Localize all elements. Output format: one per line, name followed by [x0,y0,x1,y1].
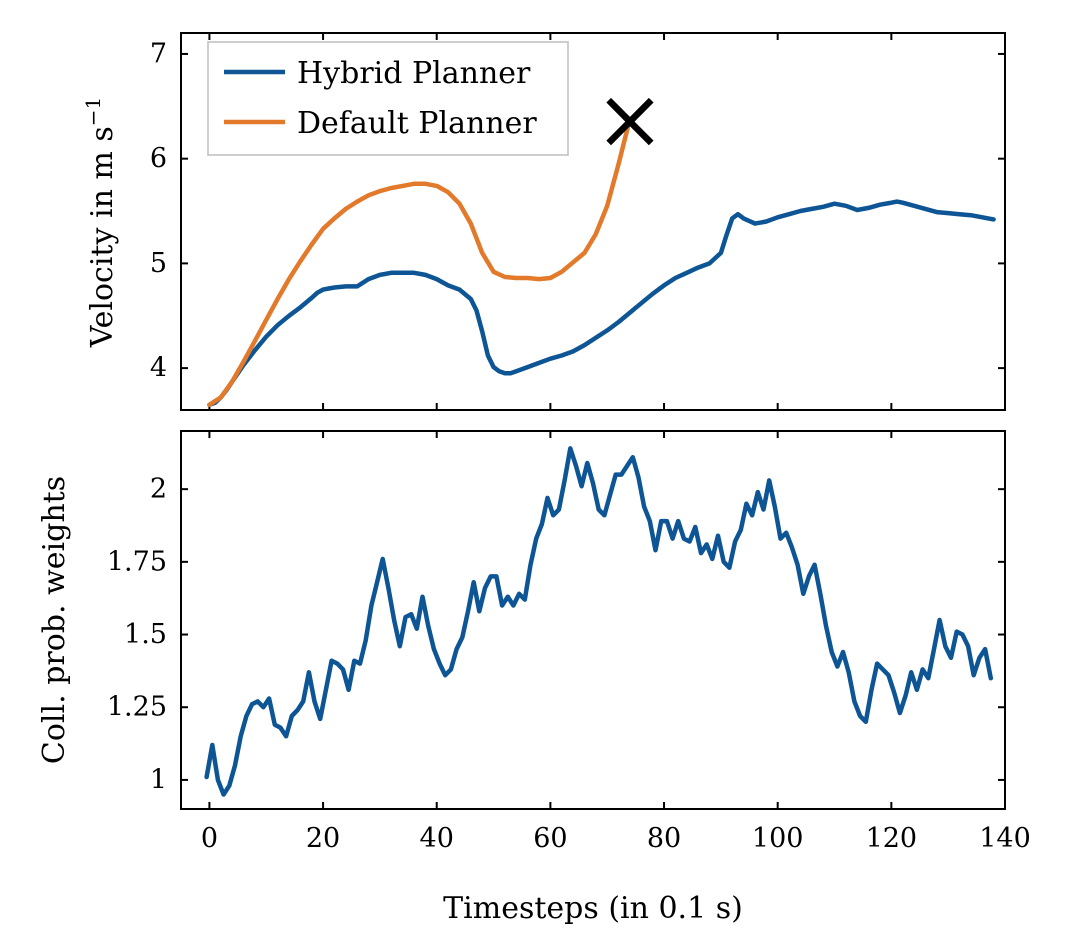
velocity-series-lines [207,116,996,408]
weights-series-lines [204,446,994,797]
y-tick-label: 5 [150,248,167,279]
velocity-plot-frame [180,32,1006,411]
x-tick-label: 140 [979,823,1031,854]
y-tick-label: 1 [150,764,167,795]
legend: Hybrid Planner Default Planner [207,41,569,156]
x-tick-label: 60 [533,823,567,854]
y-tick-label: 1.5 [124,619,167,650]
y-tick-label: 2 [150,474,167,505]
weights-x-ticks: 0 20 40 60 80 100 120 140 [201,431,1031,854]
y-tick-label: 1.75 [107,546,167,577]
x-tick-label: 120 [866,823,918,854]
legend-label-hybrid: Hybrid Planner [297,56,531,91]
series-line-collision-probability-weights [204,446,994,797]
x-tick-label: 40 [420,823,454,854]
velocity-y-ticks: 4 5 6 7 [150,33,1006,410]
weights-y-ticks: 1 1.25 1.5 1.75 2 [107,474,1005,795]
collision-marker: × [595,70,665,168]
series-line-default-planner [207,116,633,408]
x-axis-label: Timesteps (in 0.1 s) [443,891,743,926]
x-tick-label: 100 [752,823,804,854]
y-tick-label: 1.25 [107,692,167,723]
series-line-hybrid-planner [207,199,996,408]
weights-plot-frame [180,430,1006,810]
y-tick-label: 7 [150,38,167,69]
velocity-y-axis-label: Velocity in m s−1 [81,97,120,349]
legend-label-default: Default Planner [297,106,537,141]
x-tick-label: 20 [306,823,340,854]
velocity-chart: 4 5 6 7 × Hybrid Planner Default Planner Ve… [81,32,1006,411]
collision-weights-chart: 1 1.25 1.5 1.75 2 0 20 40 60 80 100 120 140 Coll. p… [37,430,1031,926]
legend-box [207,41,569,156]
x-tick-label: 80 [647,823,681,854]
x-tick-label: 0 [201,823,218,854]
weights-y-axis-label: Coll. prob. weights [37,476,72,764]
y-tick-label: 4 [150,353,167,384]
y-tick-label: 6 [150,143,167,174]
